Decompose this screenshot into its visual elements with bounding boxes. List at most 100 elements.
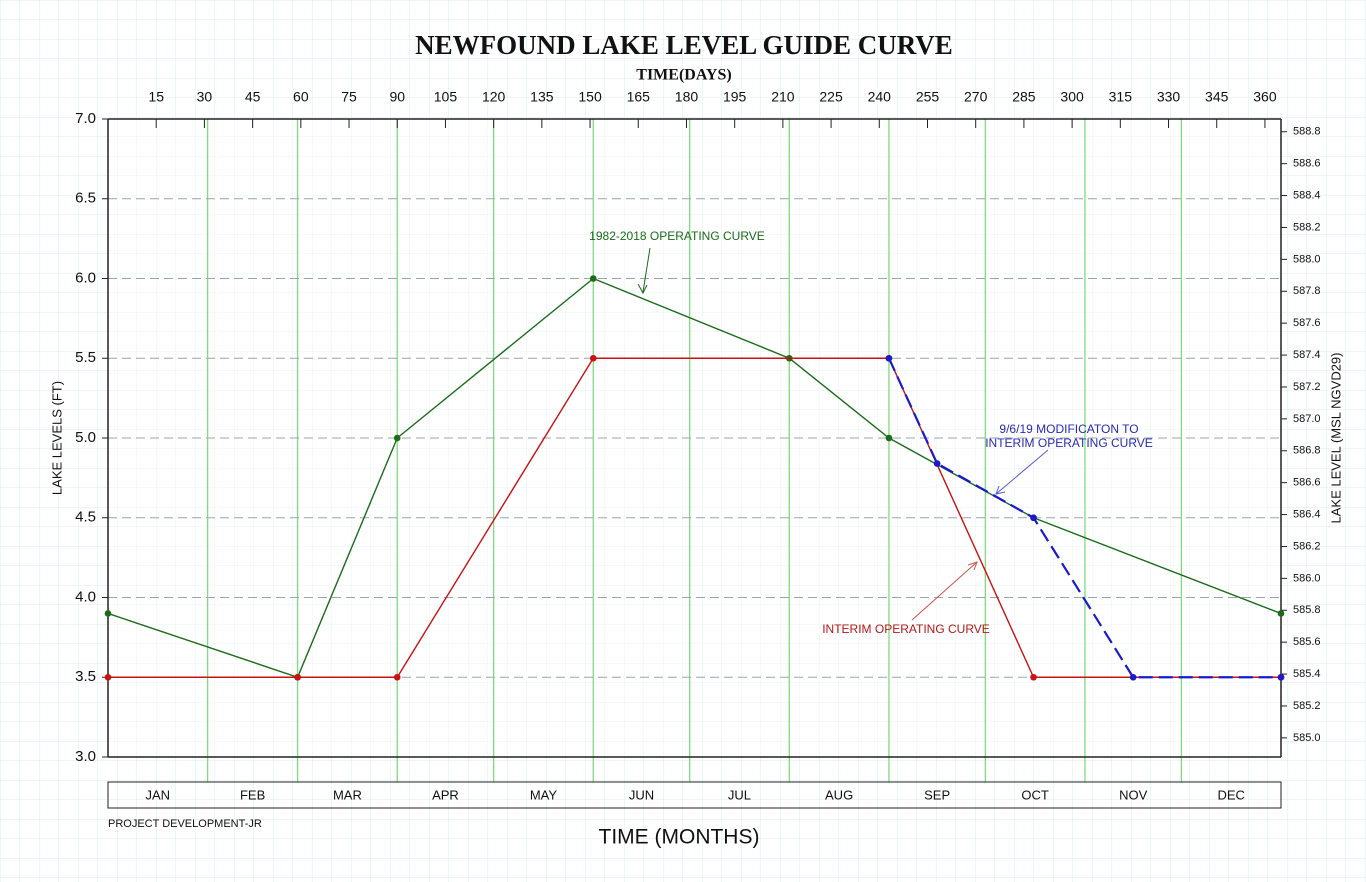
point xyxy=(589,275,597,282)
y-tick-label: 5.5 xyxy=(75,349,96,366)
annotation-arrowhead xyxy=(637,283,648,295)
x-tick-label: 165 xyxy=(627,89,651,105)
x-tick-label: 270 xyxy=(964,89,988,105)
x-tick-label: 195 xyxy=(723,89,747,105)
y2-tick-label: 588.8 xyxy=(1293,126,1321,138)
annotation-arrow xyxy=(911,561,978,621)
x-tick-label: 30 xyxy=(197,89,213,105)
point xyxy=(885,354,893,362)
point xyxy=(1129,673,1137,681)
annotation-arrowhead xyxy=(967,561,978,571)
y-tick-label: 4.0 xyxy=(75,588,96,605)
y2-tick-label: 588.2 xyxy=(1293,221,1321,233)
y2-tick-label: 585.0 xyxy=(1293,732,1321,744)
y2-tick-label: 585.6 xyxy=(1293,636,1321,648)
point xyxy=(589,354,597,362)
y2-tick-label: 588.0 xyxy=(1293,253,1321,265)
x-tick-label: 105 xyxy=(434,89,458,105)
annotation: INTERIM OPERATING CURVE xyxy=(822,622,990,636)
point xyxy=(393,673,401,681)
y2-tick-label: 587.0 xyxy=(1293,413,1321,425)
x-tick-label: 330 xyxy=(1157,89,1181,105)
x-tick-label: 150 xyxy=(578,89,602,105)
x-tick-label: 300 xyxy=(1060,89,1084,105)
month-label: JUL xyxy=(728,787,751,802)
y2-tick-label: 586.2 xyxy=(1293,540,1321,552)
annotation-arrowhead xyxy=(995,485,1006,495)
y-tick-label: 4.5 xyxy=(75,509,96,526)
point xyxy=(933,460,941,467)
y-tick-label: 3.0 xyxy=(75,748,96,765)
month-label: MAR xyxy=(333,787,362,802)
month-label: FEB xyxy=(240,787,265,802)
month-label: SEP xyxy=(924,787,950,802)
y2-tick-label: 586.8 xyxy=(1293,445,1321,457)
point xyxy=(393,434,401,442)
annotation: 9/6/19 MODIFICATON TO xyxy=(999,422,1138,436)
x-tick-label: 90 xyxy=(389,89,405,105)
annotations xyxy=(637,247,1049,621)
point xyxy=(104,673,112,681)
point xyxy=(1030,514,1037,522)
x-label: TIME (MONTHS) xyxy=(599,826,760,849)
chart-title: NEWFOUND LAKE LEVEL GUIDE CURVE xyxy=(415,30,953,60)
x-tick-label: 75 xyxy=(341,89,357,105)
y2-label: LAKE LEVEL (MSL NGVD29) xyxy=(1328,353,1343,524)
x-tick-label: 285 xyxy=(1012,89,1036,105)
point xyxy=(294,673,301,681)
point xyxy=(1277,673,1285,681)
y-tick-label: 7.0 xyxy=(75,110,96,127)
x-tick-label: 45 xyxy=(245,89,261,105)
x-tick-label: 315 xyxy=(1109,89,1133,105)
point xyxy=(885,434,893,442)
y-tick-label: 6.5 xyxy=(75,190,96,207)
y2-tick-label: 585.2 xyxy=(1293,700,1321,712)
x-tick-label: 180 xyxy=(675,89,699,105)
month-label: JUN xyxy=(629,787,654,802)
month-label: NOV xyxy=(1119,787,1148,802)
point xyxy=(104,610,112,617)
y2-tick-label: 587.2 xyxy=(1293,381,1321,393)
point xyxy=(1030,673,1037,681)
month-label: APR xyxy=(432,787,459,802)
y2-tick-label: 586.4 xyxy=(1293,508,1321,520)
month-label: OCT xyxy=(1021,787,1049,802)
y2-tick-label: 587.6 xyxy=(1293,317,1321,329)
series-line xyxy=(107,277,1282,679)
y2-tick-label: 588.6 xyxy=(1293,158,1321,170)
y-tick-label: 6.0 xyxy=(75,269,96,286)
y-label: LAKE LEVELS (FT) xyxy=(49,381,64,495)
y2-tick-label: 587.4 xyxy=(1293,349,1321,361)
y-tick-label: 3.5 xyxy=(75,668,96,685)
annotation: 1982-2018 OPERATING CURVE xyxy=(589,229,765,243)
x-tick-label: 135 xyxy=(530,89,554,105)
month-label: MAY xyxy=(530,787,558,802)
y2-tick-label: 588.4 xyxy=(1293,189,1321,201)
month-label: AUG xyxy=(825,787,853,802)
annotation: INTERIM OPERATING CURVE xyxy=(985,436,1153,450)
y2-tick-label: 586.6 xyxy=(1293,477,1321,489)
x-top-label: TIME(DAYS) xyxy=(636,67,731,84)
x-tick-label: 360 xyxy=(1253,89,1277,105)
x-tick-label: 210 xyxy=(771,89,795,105)
point xyxy=(1277,610,1285,617)
x-tick-label: 225 xyxy=(819,89,843,105)
month-label: DEC xyxy=(1217,787,1244,802)
y2-tick-label: 585.8 xyxy=(1293,604,1321,616)
x-tick-label: 120 xyxy=(482,89,506,105)
y-tick-label: 5.0 xyxy=(75,429,96,446)
x-tick-label: 255 xyxy=(916,89,940,105)
y2-tick-label: 585.4 xyxy=(1293,668,1321,680)
x-tick-label: 60 xyxy=(293,89,309,105)
annotation-arrow xyxy=(995,449,1049,495)
month-box xyxy=(107,781,1282,809)
y2-tick-label: 587.8 xyxy=(1293,285,1321,297)
y2-tick-label: 586.0 xyxy=(1293,572,1321,584)
x-tick-label: 15 xyxy=(148,89,164,105)
annotation-arrow xyxy=(642,247,651,293)
x-tick-label: 240 xyxy=(868,89,892,105)
x-tick-label: 345 xyxy=(1205,89,1229,105)
